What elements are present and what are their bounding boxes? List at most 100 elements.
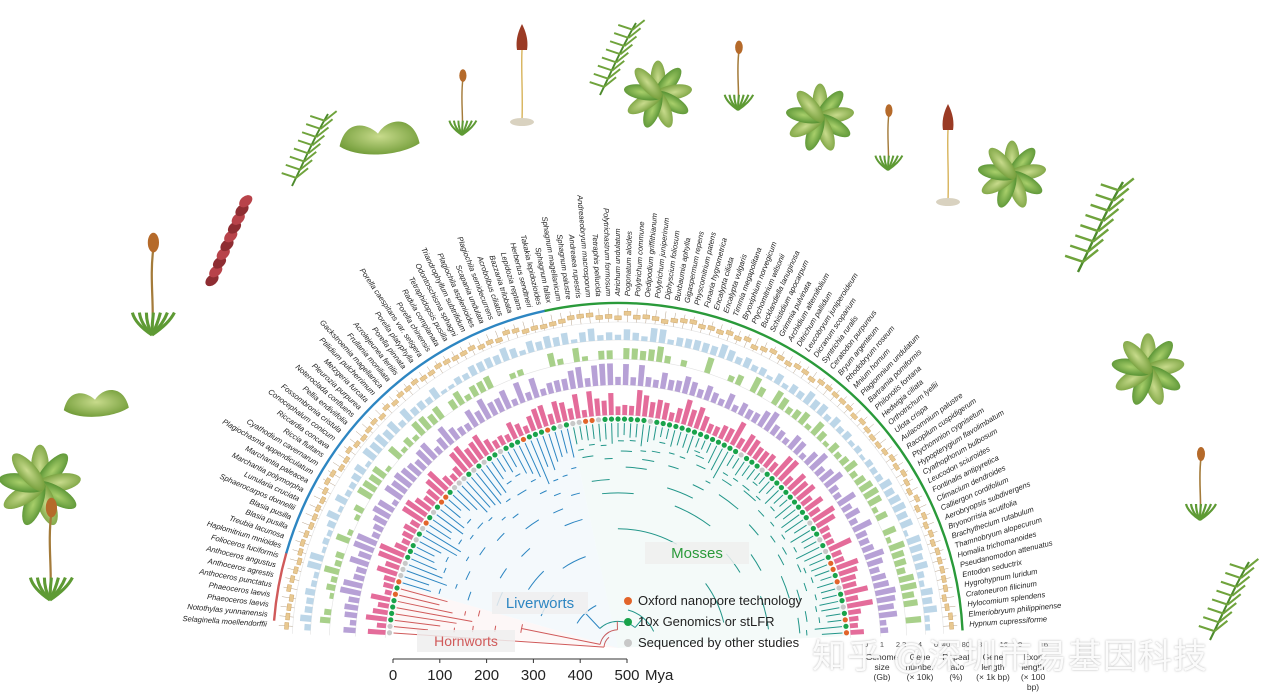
tree-branch: [524, 442, 541, 478]
sequencing-dot: [497, 448, 504, 455]
sequencing-dot: [820, 542, 826, 549]
track-bar: [355, 566, 368, 575]
track-bar: [401, 537, 411, 546]
track-bar: [377, 601, 390, 609]
tree-node-arc: [521, 547, 531, 557]
track-bar: [546, 382, 555, 395]
genome-size-box: [311, 513, 319, 522]
legend-item-other: Sequenced by other studies: [624, 632, 854, 653]
track-bar: [516, 368, 525, 377]
genome-size-box: [899, 468, 908, 478]
track-bar: [508, 372, 517, 380]
track-bar: [379, 543, 405, 558]
genome-size-box: [941, 594, 947, 602]
sequencing-dot: [420, 525, 426, 532]
track-bar: [372, 514, 388, 527]
track-bar: [822, 531, 832, 540]
track-bar: [757, 450, 770, 465]
tree-branch: [422, 535, 458, 557]
genome-size-box: [874, 440, 883, 450]
track-bar: [888, 540, 906, 552]
track-label-exon-length: Exon length (× 100 bp): [1016, 652, 1050, 692]
tree-branch: [466, 481, 491, 508]
capsule: [516, 24, 528, 50]
genome-size-box: [521, 328, 530, 335]
track-bar: [414, 497, 432, 512]
tree-branch: [700, 440, 706, 450]
track-name: Gene number: [905, 652, 935, 672]
track-label-gene-length: Gene length (× 1k bp): [976, 652, 1010, 682]
tree-node-arc: [780, 576, 790, 599]
sequencing-dot: [721, 442, 727, 448]
axis-tick-label: 500: [614, 667, 639, 684]
track-bar: [762, 453, 777, 469]
track-bar: [453, 375, 463, 386]
tree-branch: [646, 425, 651, 443]
capsule: [459, 69, 467, 82]
tree-node-arc: [571, 467, 577, 470]
sequencing-dot: [551, 425, 557, 431]
track-bar: [899, 518, 914, 529]
track-bar: [570, 339, 578, 344]
genome-size-box: [307, 521, 315, 531]
track-bar: [382, 429, 395, 441]
track-bar: [335, 533, 351, 544]
sequencing-dot: [503, 445, 509, 451]
sequencing-dot: [842, 617, 848, 623]
track-bar: [437, 426, 455, 446]
track-bar: [692, 339, 702, 351]
genome-size-box: [451, 354, 460, 362]
track-bar: [326, 529, 334, 538]
sequencing-dot: [538, 429, 545, 435]
genome-size-box: [364, 425, 373, 434]
genome-size-box: [337, 463, 346, 473]
track-bar: [425, 478, 445, 497]
track-bar: [590, 365, 599, 387]
capsule: [45, 497, 57, 518]
track-bar: [911, 552, 924, 562]
tree-branch: [518, 445, 534, 474]
track-bar: [581, 356, 589, 362]
sequencing-dot: [838, 591, 844, 597]
track-bar: [319, 616, 331, 624]
tree-branch: [475, 472, 502, 504]
track-bar: [511, 398, 519, 407]
track-bar: [840, 573, 857, 583]
track-bar: [385, 465, 392, 473]
sequencing-dot: [754, 463, 760, 469]
thallus: [63, 389, 129, 417]
track-bar: [900, 581, 917, 592]
track-bar: [667, 339, 675, 346]
genome-size-box: [284, 622, 290, 630]
tree-node-arc: [506, 480, 512, 485]
track-bar: [447, 398, 459, 411]
tree-branch: [457, 490, 478, 511]
tree-node-arc: [469, 534, 474, 540]
tree-branch: [796, 546, 820, 560]
track-bar: [598, 350, 605, 360]
tree-node-arc: [668, 465, 679, 470]
legend-dot-10x: [624, 617, 632, 626]
legend-dot-other: [624, 638, 632, 647]
track-bar: [431, 405, 445, 421]
seta: [947, 129, 949, 201]
track-bar: [864, 458, 874, 469]
tick: 16: [999, 640, 1008, 649]
genome-size-box: [370, 417, 379, 426]
tree-node-arc: [718, 494, 739, 510]
track-bar: [726, 349, 736, 362]
track-bar: [689, 381, 699, 397]
track-bar: [427, 413, 439, 426]
tree-branch: [827, 619, 842, 623]
track-bar: [370, 593, 391, 603]
sequencing-dot: [583, 418, 589, 424]
tree-node-arc: [553, 508, 564, 514]
capsule: [1197, 447, 1205, 461]
track-name: Genome size: [865, 652, 899, 672]
tree-branch: [707, 445, 718, 464]
track-bar: [784, 406, 794, 416]
genome-size-box: [321, 486, 329, 496]
species-label: Pogonatum aloides: [623, 231, 634, 296]
genome-size-box: [888, 453, 897, 463]
moss-illustration: [936, 104, 960, 206]
